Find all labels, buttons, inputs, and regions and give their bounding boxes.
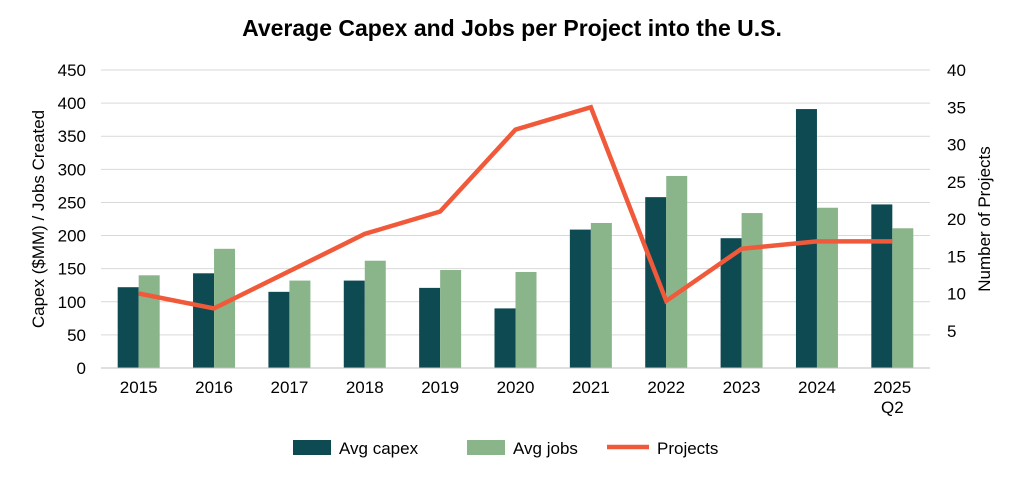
- right-tick-label: 25: [947, 173, 966, 192]
- bar-avg-capex: [343, 280, 365, 368]
- bar-avg-jobs: [364, 260, 386, 368]
- bar-avg-capex: [795, 109, 817, 369]
- left-tick-label: 150: [58, 260, 86, 279]
- right-tick-label: 20: [947, 210, 966, 229]
- x-tick-label: 2023: [723, 378, 761, 397]
- bar-avg-capex: [569, 229, 591, 368]
- bar-avg-jobs: [289, 280, 311, 368]
- legend-item: Projects: [607, 439, 718, 458]
- bar-avg-jobs: [590, 222, 612, 368]
- bar-avg-capex: [268, 291, 290, 368]
- x-tick-label: Q2: [881, 398, 904, 417]
- bar-avg-jobs: [741, 213, 763, 368]
- bar-avg-jobs: [892, 228, 914, 368]
- bar-avg-jobs: [666, 175, 688, 368]
- legend-label: Avg capex: [339, 439, 419, 458]
- x-tick-label: 2025: [873, 378, 911, 397]
- left-tick-label: 400: [58, 94, 86, 113]
- x-tick-label: 2016: [195, 378, 233, 397]
- right-axis-label: Number of Projects: [975, 146, 994, 292]
- bar-avg-capex: [871, 204, 893, 368]
- legend-swatch: [293, 440, 331, 455]
- chart-title: Average Capex and Jobs per Project into …: [242, 15, 782, 41]
- x-tick-label: 2019: [421, 378, 459, 397]
- left-tick-label: 350: [58, 127, 86, 146]
- x-tick-label: 2020: [497, 378, 535, 397]
- legend-label: Avg jobs: [513, 439, 578, 458]
- bar-avg-capex: [193, 273, 215, 368]
- x-tick-label: 2022: [647, 378, 685, 397]
- right-tick-label: 30: [947, 136, 966, 155]
- gridlines: [101, 69, 930, 336]
- bar-avg-capex: [419, 287, 441, 368]
- bar-avg-jobs: [138, 275, 160, 368]
- legend-swatch: [467, 440, 505, 455]
- legend-item: Avg capex: [293, 439, 419, 458]
- left-tick-label: 450: [58, 61, 86, 80]
- right-axis-ticks: 5 10 15 20 25 30 35 40: [947, 61, 966, 341]
- left-axis-ticks: 0 50 100 150 200 250 300 350 400 450: [58, 61, 86, 378]
- x-axis-ticks: 2015 2016 2017 2018 2019 2020 2021 2022 2023 2024…: [120, 378, 911, 417]
- bar-avg-jobs: [515, 271, 537, 368]
- legend-item: Avg jobs: [467, 439, 578, 458]
- legend-label: Projects: [657, 439, 718, 458]
- x-tick-label: 2021: [572, 378, 610, 397]
- bar-avg-jobs: [816, 207, 838, 368]
- bar-avg-capex: [645, 197, 667, 368]
- left-tick-label: 250: [58, 193, 86, 212]
- x-tick-label: 2017: [270, 378, 308, 397]
- bars: [117, 109, 914, 369]
- left-tick-label: 200: [58, 227, 86, 246]
- x-tick-label: 2018: [346, 378, 384, 397]
- left-tick-label: 50: [67, 326, 86, 345]
- bar-avg-capex: [494, 308, 516, 368]
- right-tick-label: 5: [947, 322, 956, 341]
- bar-avg-capex: [720, 238, 742, 368]
- x-tick-label: 2015: [120, 378, 158, 397]
- bar-avg-jobs: [440, 269, 462, 368]
- projects-line-layer: [138, 104, 893, 311]
- bar-avg-capex: [117, 287, 139, 368]
- left-tick-label: 100: [58, 293, 86, 312]
- right-tick-label: 15: [947, 247, 966, 266]
- projects-line: [138, 104, 893, 311]
- left-tick-label: 300: [58, 160, 86, 179]
- bar-avg-jobs: [214, 248, 236, 368]
- left-axis-label: Capex ($MM) / Jobs Created: [29, 110, 48, 328]
- x-tick-label: 2024: [798, 378, 836, 397]
- right-tick-label: 40: [947, 61, 966, 80]
- left-tick-label: 0: [77, 359, 86, 378]
- legend: Avg capex Avg jobs Projects: [293, 439, 718, 458]
- right-tick-label: 10: [947, 285, 966, 304]
- right-tick-label: 35: [947, 98, 966, 117]
